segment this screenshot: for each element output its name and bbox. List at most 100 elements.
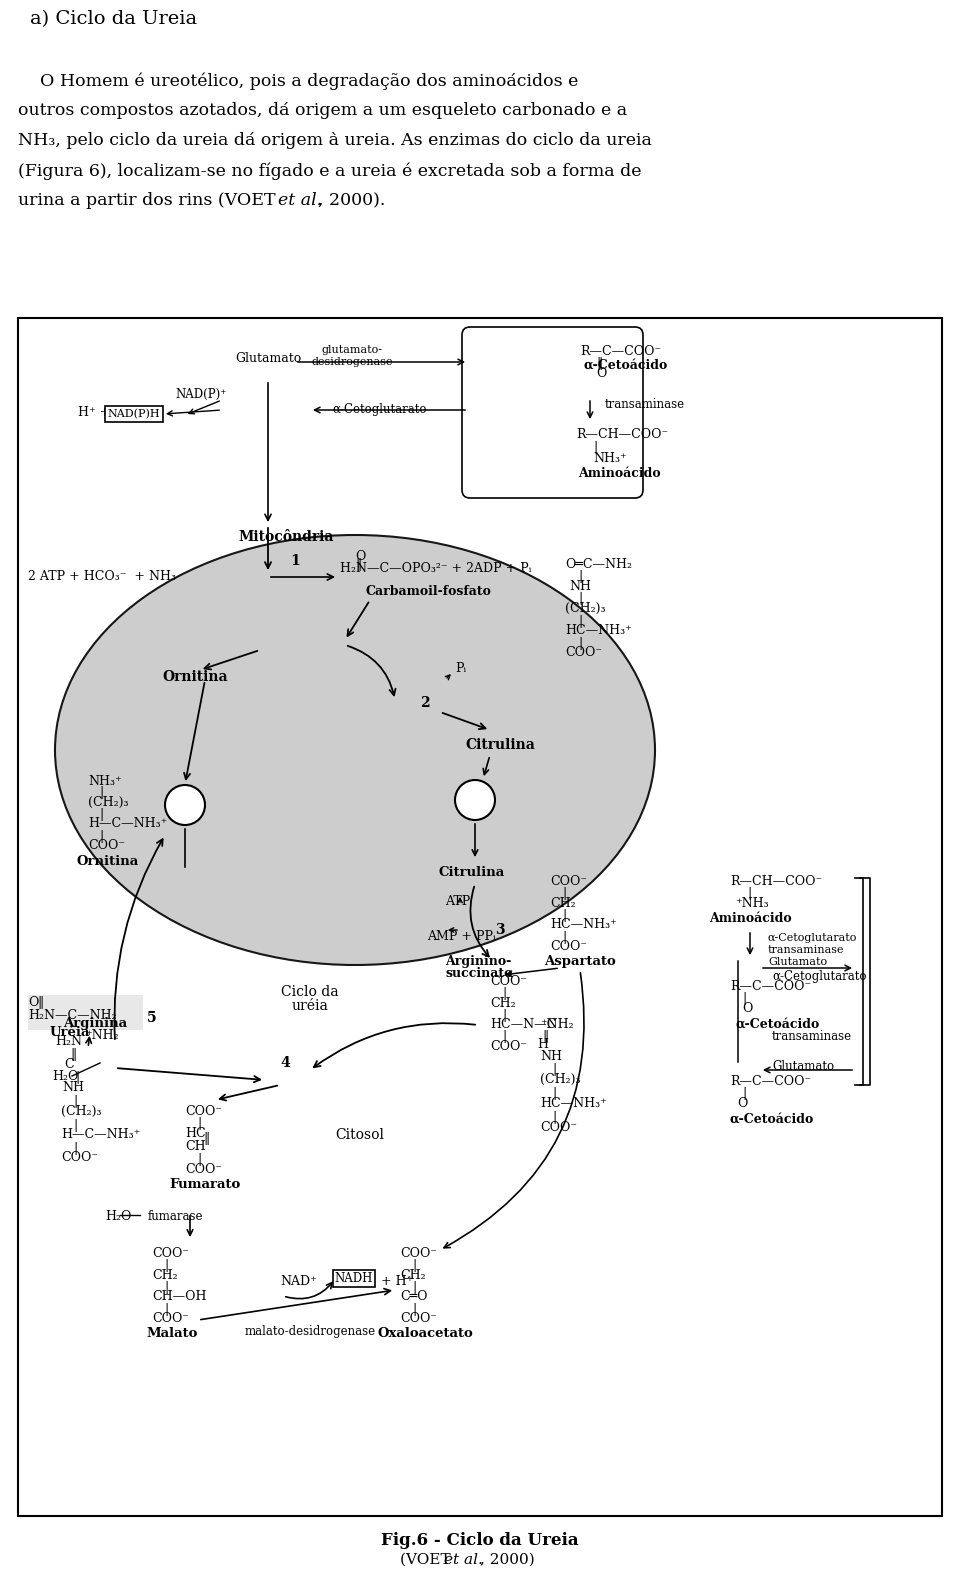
Text: 5: 5	[147, 1011, 156, 1025]
Text: Carbamoil-fosfato: Carbamoil-fosfato	[365, 585, 491, 597]
Text: H⁺ +: H⁺ +	[78, 406, 110, 419]
Text: R—C—COO⁻: R—C—COO⁻	[730, 1074, 811, 1089]
Text: |: |	[578, 637, 583, 649]
Text: (CH₂)₃: (CH₂)₃	[61, 1104, 102, 1119]
Text: R—C—COO⁻: R—C—COO⁻	[580, 344, 661, 359]
Text: NH₃⁺: NH₃⁺	[593, 452, 627, 465]
Text: COO⁻: COO⁻	[152, 1311, 189, 1326]
Text: ‖: ‖	[37, 995, 43, 1010]
Text: |: |	[562, 908, 566, 923]
Text: |: |	[75, 1071, 80, 1084]
Text: 2 ATP + HCO₃⁻  + NH₃: 2 ATP + HCO₃⁻ + NH₃	[28, 570, 176, 583]
Text: Citosol: Citosol	[335, 1128, 385, 1142]
Text: urina a partir dos rins (VOET: urina a partir dos rins (VOET	[18, 193, 281, 209]
Text: COO⁻: COO⁻	[400, 1247, 437, 1259]
Text: |: |	[412, 1259, 417, 1272]
Text: transaminase: transaminase	[768, 945, 845, 954]
Text: , 2000).: , 2000).	[318, 193, 385, 209]
Text: |: |	[502, 1010, 506, 1022]
Text: (VOET: (VOET	[400, 1553, 455, 1567]
Text: COO⁻: COO⁻	[61, 1150, 98, 1164]
Bar	[28, 995, 143, 1030]
Text: 2: 2	[420, 697, 430, 709]
Text: |: |	[73, 1095, 77, 1108]
Text: |: |	[578, 615, 583, 627]
Text: Fig.6 - Ciclo da Ureia: Fig.6 - Ciclo da Ureia	[381, 1533, 579, 1548]
Text: COO⁻: COO⁻	[540, 1120, 577, 1134]
Text: |: |	[552, 1063, 556, 1076]
Text: CH₂: CH₂	[152, 1269, 178, 1281]
Text: glutamato-: glutamato-	[322, 344, 382, 356]
Text: Glutamato: Glutamato	[768, 957, 828, 967]
Text: Aminoácido: Aminoácido	[708, 912, 791, 924]
Circle shape	[455, 781, 495, 820]
Text: Citrulina: Citrulina	[465, 738, 535, 752]
Text: ⁺NH₃: ⁺NH₃	[735, 897, 769, 910]
Text: |: |	[742, 992, 746, 1005]
Text: + H⁺: + H⁺	[377, 1275, 413, 1288]
Text: |: |	[578, 570, 583, 583]
Text: COO⁻: COO⁻	[88, 839, 125, 852]
Text: succinato: succinato	[445, 967, 513, 980]
Text: |: |	[73, 1142, 77, 1155]
Text: |: |	[747, 886, 752, 901]
Text: COO⁻: COO⁻	[490, 975, 527, 988]
Text: uréia: uréia	[292, 999, 328, 1013]
Text: R—CH—COO⁻: R—CH—COO⁻	[576, 428, 668, 441]
Text: desidrogenase: desidrogenase	[311, 357, 393, 367]
Text: |: |	[99, 830, 104, 844]
Text: O: O	[596, 367, 607, 381]
Text: ⁺NH₂: ⁺NH₂	[540, 1018, 574, 1032]
Text: ‖: ‖	[70, 1048, 76, 1062]
Text: |: |	[73, 1119, 77, 1131]
Text: 4: 4	[280, 1055, 290, 1070]
Text: H₂N—C—NH₂: H₂N—C—NH₂	[28, 1010, 116, 1022]
Text: |: |	[742, 1087, 746, 1100]
Text: R—CH—COO⁻: R—CH—COO⁻	[730, 875, 822, 888]
Text: fumarase: fumarase	[148, 1210, 204, 1223]
Text: ⁺NH₂: ⁺NH₂	[85, 1029, 119, 1041]
Text: Ornitina: Ornitina	[77, 855, 139, 867]
Text: Uréia: Uréia	[50, 1025, 90, 1040]
Text: NAD⁺: NAD⁺	[280, 1275, 317, 1288]
Text: |: |	[562, 886, 566, 901]
Text: Arginino-: Arginino-	[445, 954, 512, 969]
Text: NH₃, pelo ciclo da ureia dá origem à ureia. As enzimas do ciclo da ureia: NH₃, pelo ciclo da ureia dá origem à u…	[18, 133, 652, 149]
Text: O: O	[737, 1097, 748, 1111]
Circle shape	[165, 785, 205, 825]
Text: malato-desidrogenase: malato-desidrogenase	[245, 1326, 375, 1338]
Text: COO⁻: COO⁻	[565, 646, 602, 659]
FancyBboxPatch shape	[462, 327, 643, 498]
Text: α-Cetoglutarato: α-Cetoglutarato	[768, 934, 857, 943]
Text: NADH: NADH	[335, 1272, 373, 1285]
Text: |: |	[197, 1117, 202, 1130]
Text: Fumarato: Fumarato	[169, 1179, 241, 1191]
Text: |: |	[99, 785, 104, 799]
Text: |: |	[164, 1304, 168, 1316]
Text: |: |	[164, 1259, 168, 1272]
Text: transaminase: transaminase	[605, 398, 685, 411]
Text: H₂O: H₂O	[105, 1210, 132, 1223]
Text: |: |	[502, 1030, 506, 1043]
Text: Arginina: Arginina	[63, 1018, 127, 1030]
Text: |: |	[502, 988, 506, 1000]
Text: AMP + PPᵢ: AMP + PPᵢ	[427, 931, 495, 943]
Text: NAD(P)⁺: NAD(P)⁺	[175, 389, 227, 401]
Text: C: C	[64, 1059, 74, 1071]
Text: α-Cetoácido: α-Cetoácido	[730, 1112, 814, 1127]
Text: α-Cetoácido: α-Cetoácido	[735, 1018, 819, 1032]
Text: 3: 3	[495, 923, 505, 937]
Text: COO⁻: COO⁻	[490, 1040, 527, 1052]
Text: |: |	[578, 592, 583, 605]
Text: CH: CH	[185, 1141, 205, 1153]
Text: COO⁻: COO⁻	[185, 1104, 222, 1119]
Bar	[333, 1270, 375, 1288]
Bar	[18, 318, 942, 1515]
Text: outros compostos azotados, dá origem a um esqueleto carbonado e a: outros compostos azotados, dá origem a …	[18, 103, 627, 118]
Text: Mitocôndria: Mitocôndria	[238, 529, 333, 544]
Text: H₂N—C—OPO₃²⁻ + 2ADP + Pᵢ: H₂N—C—OPO₃²⁻ + 2ADP + Pᵢ	[340, 561, 532, 575]
Text: et al.: et al.	[278, 193, 323, 209]
Text: (CH₂)₃: (CH₂)₃	[540, 1073, 581, 1085]
Text: HC—N—C: HC—N—C	[490, 1018, 556, 1032]
Text: H—C—NH₃⁺: H—C—NH₃⁺	[88, 817, 167, 830]
